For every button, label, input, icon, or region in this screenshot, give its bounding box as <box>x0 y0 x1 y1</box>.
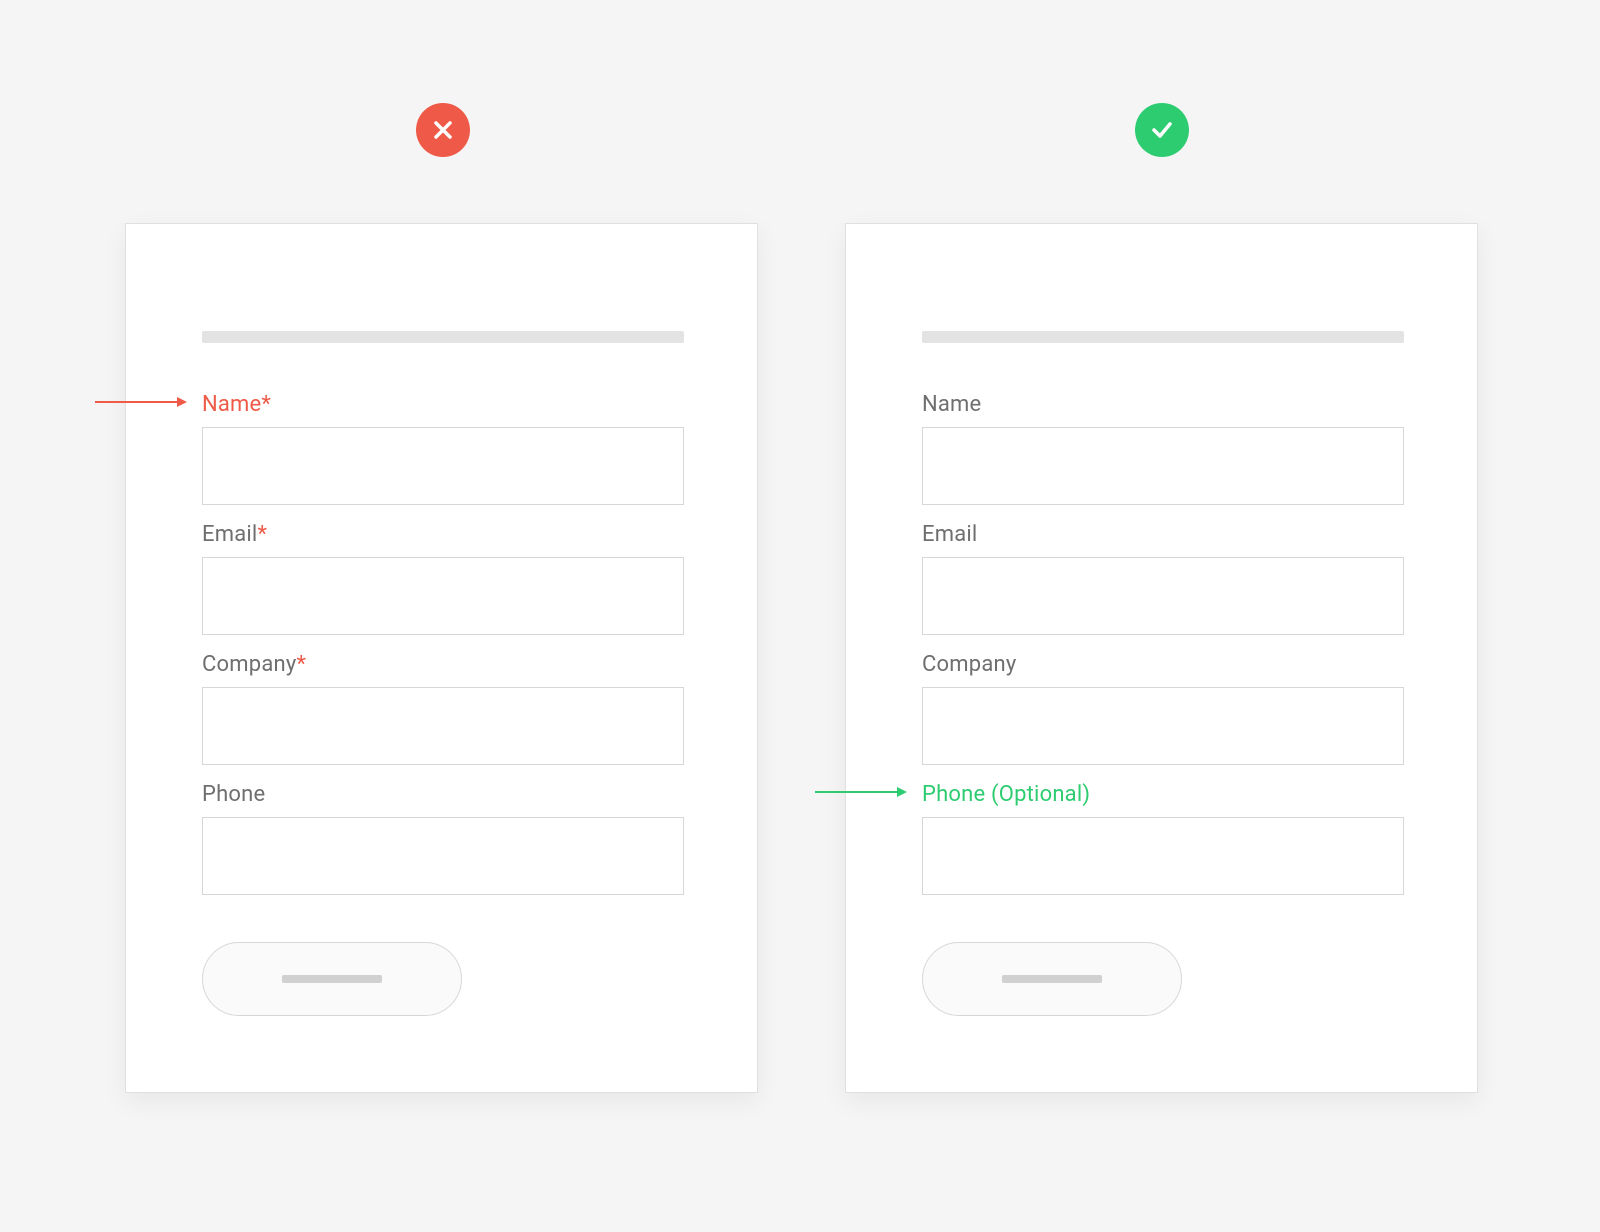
field-label-text: Company <box>202 652 296 677</box>
field-group: Phone <box>202 782 684 895</box>
field-label-text: Company <box>922 652 1016 677</box>
field-label: Email* <box>202 522 684 547</box>
field-label: Email <box>922 522 1404 547</box>
field-group: Email <box>922 522 1404 635</box>
required-asterisk: * <box>257 522 267 547</box>
text-input[interactable] <box>922 557 1404 635</box>
submit-button[interactable] <box>202 942 462 1016</box>
field-label-text: Phone <box>922 782 991 807</box>
field-group: Email* <box>202 522 684 635</box>
good-example-panel: Name Email Company Phone (Optional) <box>845 223 1478 1093</box>
required-asterisk: * <box>261 392 271 417</box>
check-badge <box>1135 103 1189 157</box>
field-group: Phone (Optional) <box>922 782 1404 895</box>
text-input[interactable] <box>202 687 684 765</box>
title-placeholder <box>202 331 684 343</box>
callout-arrow-right <box>815 787 907 797</box>
callout-arrow-left <box>95 397 187 407</box>
field-label-text: Email <box>202 522 257 547</box>
check-icon <box>1149 117 1175 143</box>
button-label-placeholder <box>282 975 382 983</box>
field-label-text: Phone <box>202 782 265 807</box>
field-group: Company <box>922 652 1404 765</box>
text-input[interactable] <box>922 817 1404 895</box>
required-asterisk: * <box>296 652 306 677</box>
text-input[interactable] <box>202 427 684 505</box>
field-group: Company* <box>202 652 684 765</box>
text-input[interactable] <box>922 687 1404 765</box>
text-input[interactable] <box>922 427 1404 505</box>
x-badge <box>416 103 470 157</box>
field-group: Name* <box>202 392 684 505</box>
submit-button[interactable] <box>922 942 1182 1016</box>
field-label: Name <box>922 392 1404 417</box>
close-icon <box>432 119 454 141</box>
text-input[interactable] <box>202 557 684 635</box>
field-label: Company* <box>202 652 684 677</box>
field-label-text: Name <box>922 392 981 417</box>
title-placeholder <box>922 331 1404 343</box>
optional-suffix: (Optional) <box>991 782 1090 807</box>
field-label: Company <box>922 652 1404 677</box>
field-label: Phone <box>202 782 684 807</box>
field-label-text: Email <box>922 522 977 547</box>
field-label-text: Name <box>202 392 261 417</box>
field-label: Name* <box>202 392 684 417</box>
field-group: Name <box>922 392 1404 505</box>
bad-example-panel: Name*Email*Company*Phone <box>125 223 758 1093</box>
button-label-placeholder <box>1002 975 1102 983</box>
text-input[interactable] <box>202 817 684 895</box>
field-label: Phone (Optional) <box>922 782 1404 807</box>
